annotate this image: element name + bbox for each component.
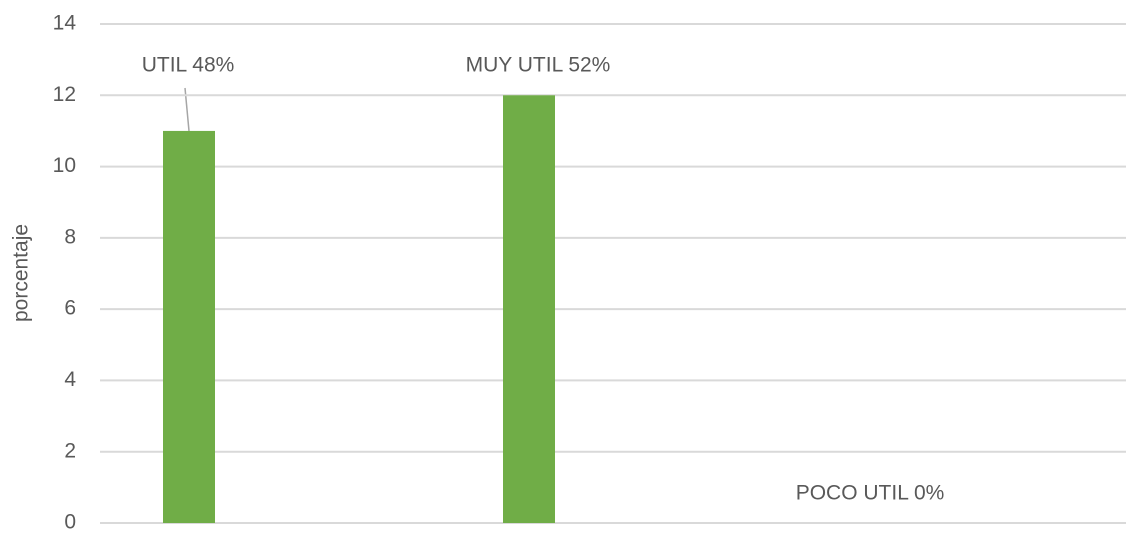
bar: [503, 95, 555, 524]
y-tick-label: 2: [64, 439, 76, 462]
data-label: POCO UTIL 0%: [796, 482, 945, 505]
data-label: UTIL 48%: [142, 54, 235, 77]
bar: [163, 130, 215, 523]
y-tick-label: 14: [53, 12, 77, 35]
data-label: MUY UTIL 52%: [466, 54, 611, 77]
y-tick-label: 12: [53, 83, 76, 106]
y-tick-label: 8: [64, 225, 76, 248]
y-tick-label: 4: [64, 368, 76, 391]
y-tick-label: 0: [64, 511, 76, 534]
y-tick-label: 10: [53, 154, 76, 177]
y-tick-label: 6: [64, 297, 76, 320]
y-axis-title: porcentaje: [10, 224, 33, 322]
